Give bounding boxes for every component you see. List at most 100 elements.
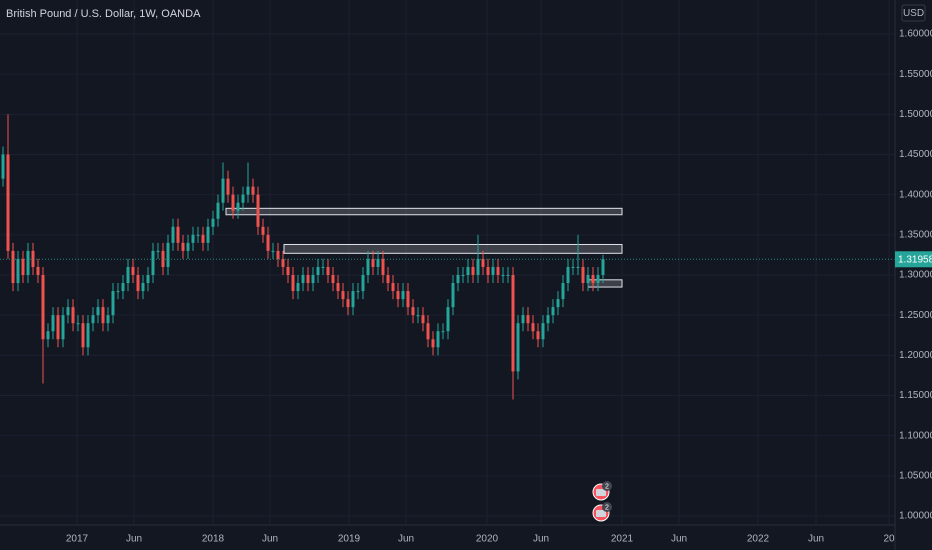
y-tick-label: 1.45000 — [899, 149, 932, 160]
candle-body — [601, 259, 605, 275]
candle-body — [226, 178, 230, 195]
candle-body — [321, 266, 325, 268]
candle-body — [351, 291, 355, 308]
last-price-tag — [895, 251, 932, 268]
candle-body — [521, 315, 525, 324]
y-tick-label: 1.30000 — [899, 270, 932, 281]
candle-body — [536, 331, 540, 340]
candle-body — [411, 307, 415, 316]
candle-body — [211, 218, 215, 227]
x-tick-label: 2018 — [202, 534, 225, 545]
candle-body — [66, 307, 70, 316]
candle-body — [11, 250, 15, 284]
candle-body — [41, 275, 45, 340]
candle-body — [96, 307, 100, 316]
candle-body — [446, 307, 450, 332]
candle-body — [296, 283, 300, 292]
candle-body — [441, 331, 445, 333]
candle-body — [451, 283, 455, 308]
zone — [283, 243, 623, 254]
candle-body — [461, 275, 465, 276]
candle-body — [121, 283, 125, 292]
candle-body — [571, 266, 575, 268]
candle-body — [131, 266, 135, 275]
candle-body — [406, 291, 410, 308]
y-tick-label: 1.55000 — [899, 69, 932, 80]
x-tick-label: Jun — [126, 534, 142, 545]
candle-body — [111, 291, 115, 316]
candle-body — [71, 307, 75, 324]
y-tick-label: 1.20000 — [899, 350, 932, 361]
candle-body — [16, 258, 20, 284]
currency-label[interactable]: USD — [903, 8, 924, 19]
candle-body — [116, 291, 120, 293]
x-tick-label: 2021 — [611, 534, 634, 545]
x-tick-label: Jun — [808, 534, 824, 545]
candle-body — [6, 154, 10, 251]
candle-body — [1, 154, 5, 179]
candle-body — [196, 234, 200, 236]
candle-body — [476, 258, 480, 275]
candle-body — [586, 275, 590, 284]
currency-button[interactable] — [901, 4, 926, 22]
candle-body — [311, 275, 315, 284]
candle-body — [401, 291, 405, 300]
candle-body — [431, 339, 435, 348]
event-count: 2 — [605, 504, 609, 511]
candle-body — [86, 323, 90, 348]
candle-body — [386, 275, 390, 284]
candle-body — [191, 234, 195, 243]
candle-body — [481, 258, 485, 267]
candle-body — [421, 315, 425, 324]
overlay: 22 — [0, 258, 895, 522]
y-tick-label: 1.10000 — [899, 430, 932, 441]
candles — [1, 114, 605, 400]
candle-body — [356, 291, 360, 293]
candle-body — [546, 315, 550, 324]
candle-body — [46, 331, 50, 340]
x-tick-label: Jun — [533, 534, 549, 545]
candle-body — [51, 315, 55, 332]
x-tick-label: 2022 — [747, 534, 770, 545]
candle-body — [81, 323, 85, 348]
candle-body — [246, 186, 250, 195]
y-tick-label: 1.15000 — [899, 390, 932, 401]
candle-body — [456, 275, 460, 284]
candle-body — [316, 266, 320, 275]
candle-body — [506, 275, 510, 276]
y-tick-label: 1.05000 — [899, 470, 932, 481]
event-badge — [602, 481, 612, 491]
candle-body — [56, 315, 60, 340]
y-tick-label: 1.40000 — [899, 189, 932, 200]
candle-body — [531, 323, 535, 332]
candle-body — [271, 250, 275, 252]
event-flag — [596, 489, 606, 496]
candle-body — [486, 266, 490, 275]
candle-body — [206, 226, 210, 243]
candle-body — [216, 202, 220, 219]
candle-body — [291, 275, 295, 292]
x-tick-label: 2020 — [476, 534, 499, 545]
candle-body — [156, 250, 160, 252]
candle-body — [256, 194, 260, 227]
zones — [225, 207, 623, 288]
candle-body — [261, 226, 265, 235]
candle-body — [176, 226, 180, 243]
candle-body — [551, 307, 555, 316]
candle-body — [596, 275, 600, 284]
candle-body — [566, 266, 570, 284]
x-tick-label: 20 — [883, 534, 895, 545]
x-tick-label: Jun — [262, 534, 278, 545]
candle-body — [466, 266, 470, 275]
candle-body — [516, 323, 520, 372]
candle-body — [151, 250, 155, 275]
candle-body — [496, 266, 500, 275]
candle-body — [76, 323, 80, 325]
candle-body — [376, 258, 380, 267]
candle-body — [591, 275, 595, 284]
candle-body — [221, 178, 225, 203]
candle-body — [576, 266, 580, 268]
y-tick-label: 1.25000 — [899, 310, 932, 321]
